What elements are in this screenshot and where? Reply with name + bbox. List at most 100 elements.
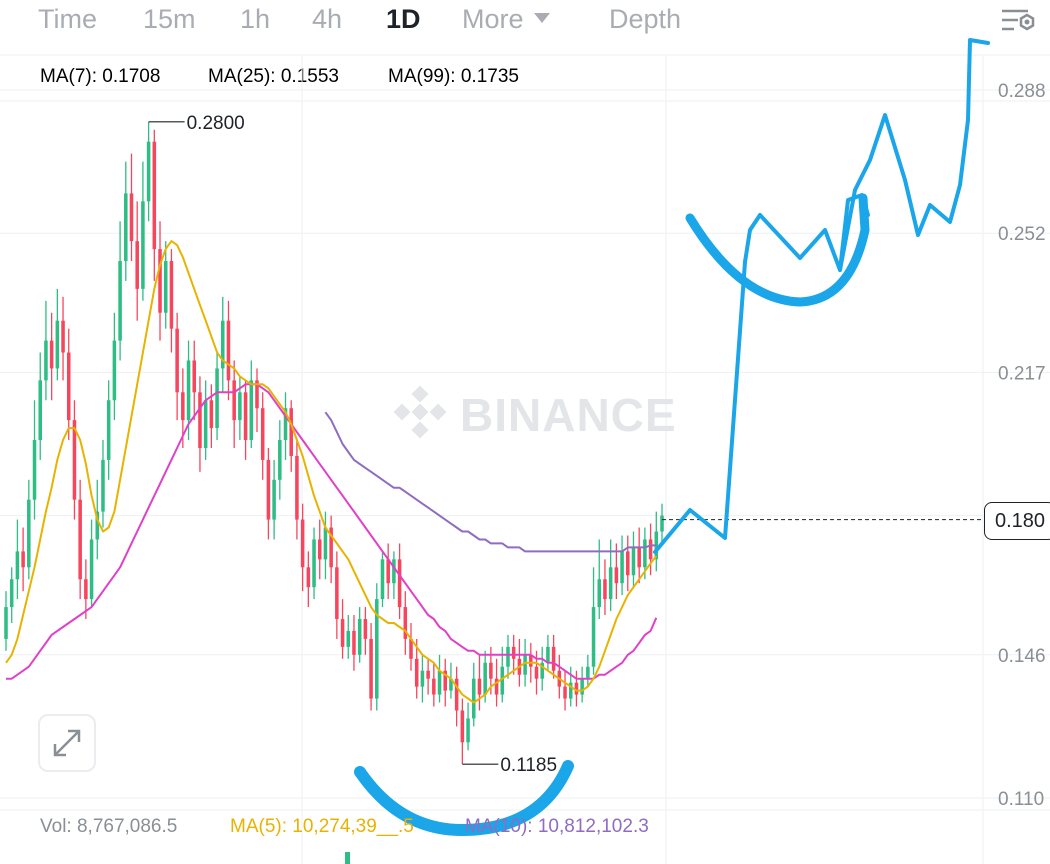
candle-body (420, 670, 425, 687)
candle-body (124, 193, 128, 262)
candle-body (369, 638, 373, 699)
candle-body (226, 320, 231, 381)
candle-body (477, 678, 482, 695)
candle-body (163, 261, 168, 313)
candle-body (529, 654, 533, 667)
candle-body (198, 392, 202, 448)
candle-body (306, 567, 311, 588)
candle-body (317, 539, 322, 560)
candle-body (432, 678, 436, 695)
candle-body (471, 678, 476, 719)
candle-body (89, 539, 94, 600)
candle-body (586, 666, 590, 679)
candle-body (494, 678, 499, 695)
interval-toolbar: Time 15m 1h 4h 1D More Depth (0, 0, 1050, 40)
tab-more[interactable]: More (462, 3, 550, 35)
candle-body (260, 408, 265, 460)
candle-body (580, 678, 584, 695)
annotation-path-zigzag (743, 193, 870, 272)
tab-more-label: More (462, 4, 524, 34)
candle-body (506, 646, 510, 667)
candle-body (375, 599, 379, 699)
y-tick-label: 0.110 (998, 789, 1044, 810)
candle-body (272, 479, 276, 520)
candle-body (357, 619, 362, 655)
candle-body (443, 670, 448, 691)
tab-15m[interactable]: 15m (143, 4, 196, 34)
tab-1h[interactable]: 1h (240, 4, 271, 34)
candle-body (648, 539, 653, 560)
high-marker-label: 0.2800 (187, 113, 245, 134)
ma7-line (5, 240, 658, 704)
candle-body (118, 261, 122, 341)
candle-body (283, 408, 288, 441)
candle-body (386, 559, 390, 584)
candle-body (192, 360, 197, 393)
candle-body (608, 567, 613, 600)
chart-annotations: 0.2800 0.1185 (148, 113, 984, 864)
candle-body (660, 515, 664, 532)
candle-body (78, 499, 82, 580)
tab-1d[interactable]: 1D (386, 4, 421, 34)
ma7-label: MA(7): 0.1708 (40, 66, 161, 87)
candle-body (563, 686, 567, 699)
candle-body (106, 400, 111, 460)
candle-body (101, 459, 105, 512)
candle-body (55, 320, 60, 369)
settings-gear-icon (1002, 9, 1035, 31)
candle-body (255, 380, 259, 409)
candle-body (620, 551, 624, 584)
candle-body (15, 551, 20, 580)
candle-body (574, 682, 579, 695)
candle-body (449, 678, 453, 691)
candle-body (243, 392, 248, 441)
candle-body (181, 392, 185, 421)
candle-body (340, 619, 345, 647)
candle-body (141, 201, 145, 289)
volume-ma5-label: MA(5): 10,274,39__.5 (230, 816, 414, 837)
candle-body (66, 352, 71, 421)
candle-body (483, 662, 487, 695)
candle-body (9, 579, 14, 608)
candle-body (346, 630, 351, 647)
candle-body (523, 654, 527, 675)
candle-body (363, 619, 368, 639)
tab-4h[interactable]: 4h (312, 4, 343, 34)
ma25-label: MA(25): 0.1553 (208, 66, 339, 87)
candle-body (568, 682, 573, 699)
tab-time[interactable]: Time (38, 4, 97, 34)
candle-body (414, 658, 419, 687)
candle-body (146, 141, 151, 202)
annotation-path-upper (653, 38, 990, 554)
candle-body (300, 519, 305, 568)
candle-body (152, 141, 157, 250)
candlestick-series (4, 121, 664, 765)
ma99-line (324, 411, 657, 553)
candle-body (32, 440, 37, 500)
candle-body (135, 241, 139, 289)
candle-body (489, 662, 493, 679)
candle-body (203, 400, 208, 448)
candle-body (631, 547, 636, 576)
fullscreen-button[interactable] (38, 714, 96, 772)
ma25-line (6, 383, 658, 680)
chart-settings-button[interactable] (998, 2, 1038, 38)
candle-body (637, 547, 641, 568)
cup-annotation-lower (354, 760, 574, 837)
candle-body (220, 320, 225, 369)
candle-body (289, 408, 293, 456)
candle-body (392, 559, 396, 584)
candle-body (129, 193, 134, 242)
current-price-tag: 0.180 (984, 501, 1050, 540)
tab-depth[interactable]: Depth (609, 4, 682, 34)
candle-body (500, 666, 505, 695)
candle-body (511, 646, 516, 659)
candle-body (61, 320, 65, 353)
low-marker-label: 0.1185 (500, 755, 557, 776)
candle-body (437, 670, 442, 695)
cup-annotation-upper (685, 193, 870, 307)
candle-body (352, 630, 356, 655)
candle-body (95, 511, 100, 540)
candle-body (4, 607, 8, 639)
